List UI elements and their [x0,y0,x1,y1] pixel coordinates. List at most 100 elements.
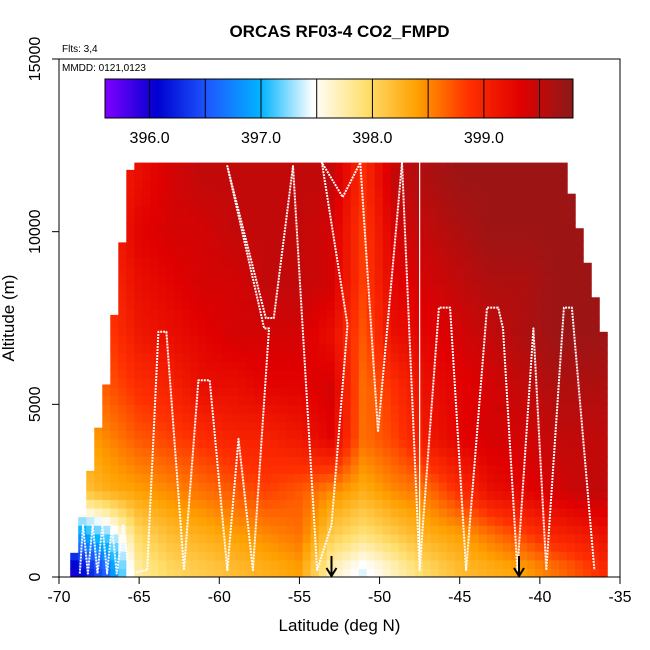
field-cell [511,274,520,285]
field-cell [302,274,312,285]
field-cell [182,404,192,414]
field-cell [342,438,352,449]
field-cell [382,464,392,474]
field-cell [462,309,472,319]
field-cell [150,223,159,233]
field-cell [486,197,496,207]
field-cell [230,447,240,457]
field-cell [334,378,344,388]
field-cell [190,378,200,388]
field-cell [126,309,135,319]
field-cell [198,361,208,371]
field-cell [462,499,472,509]
field-cell [486,369,496,380]
field-cell [310,507,320,518]
field-cell [374,352,384,362]
field-cell [398,266,408,276]
field-cell [262,482,272,492]
field-cell [278,507,288,518]
field-cell [294,551,304,561]
field-cell [462,266,472,276]
field-cell [126,283,135,293]
field-cell [358,387,368,397]
field-cell [462,464,472,474]
field-cell [438,568,448,577]
field-cell [382,292,392,302]
field-cell [214,525,224,535]
field-cell [374,223,384,233]
field-cell [486,559,496,569]
field-cell [270,473,280,483]
field-cell [494,473,504,483]
field-cell [326,318,336,328]
field-cell [350,248,360,259]
field-cell [350,300,360,310]
field-cell [535,292,544,302]
field-cell [270,179,280,190]
field-cell [222,369,232,380]
field-cell [342,490,352,500]
field-cell [334,309,344,319]
field-cell [438,240,448,250]
field-cell [102,404,111,414]
field-cell [511,171,520,181]
field-cell [486,223,496,233]
field-cell [150,361,159,371]
field-cell [262,335,272,345]
field-cell [150,248,159,259]
field-cell [527,473,536,483]
field-cell [214,205,224,215]
field-cell [126,326,135,336]
field-cell [406,214,416,224]
field-cell [198,464,208,474]
field-cell [310,335,320,345]
field-cell [190,274,200,285]
field-cell [302,188,312,198]
field-cell [470,197,480,207]
field-cell [158,533,167,544]
field-cell [551,516,560,526]
field-cell [366,248,376,259]
field-cell [583,412,592,423]
field-cell [198,240,208,250]
y-tick-label: 0 [27,572,44,581]
field-cell [543,257,552,267]
field-cell [567,490,576,500]
field-cell [583,335,592,345]
field-cell [326,378,336,388]
field-cell [462,516,472,526]
field-cell [262,205,272,215]
field-cell [142,447,151,457]
field-cell [446,438,456,449]
field-cell [166,162,175,172]
field-cell [583,369,592,380]
field-cell [270,292,280,302]
field-cell [470,490,480,500]
field-cell [342,482,352,492]
field-cell [278,214,288,224]
field-cell [342,542,352,552]
field-cell [454,542,464,552]
field-cell [478,283,488,293]
field-cell [286,352,296,362]
field-cell [270,343,280,354]
field-cell [366,361,376,371]
field-cell [551,188,560,198]
field-cell [422,464,432,474]
field-cell [94,533,103,544]
field-cell [150,507,159,518]
field-cell [438,464,448,474]
field-cell [502,516,512,526]
field-cell [559,559,568,569]
field-cell [551,551,560,561]
field-cell [470,240,480,250]
field-cell [591,378,600,388]
field-cell [222,335,232,345]
field-cell [86,568,95,577]
field-cell [599,533,608,544]
field-cell [502,412,512,423]
field-cell [454,326,464,336]
field-cell [486,456,496,466]
field-cell [575,525,584,535]
field-cell [470,542,480,552]
